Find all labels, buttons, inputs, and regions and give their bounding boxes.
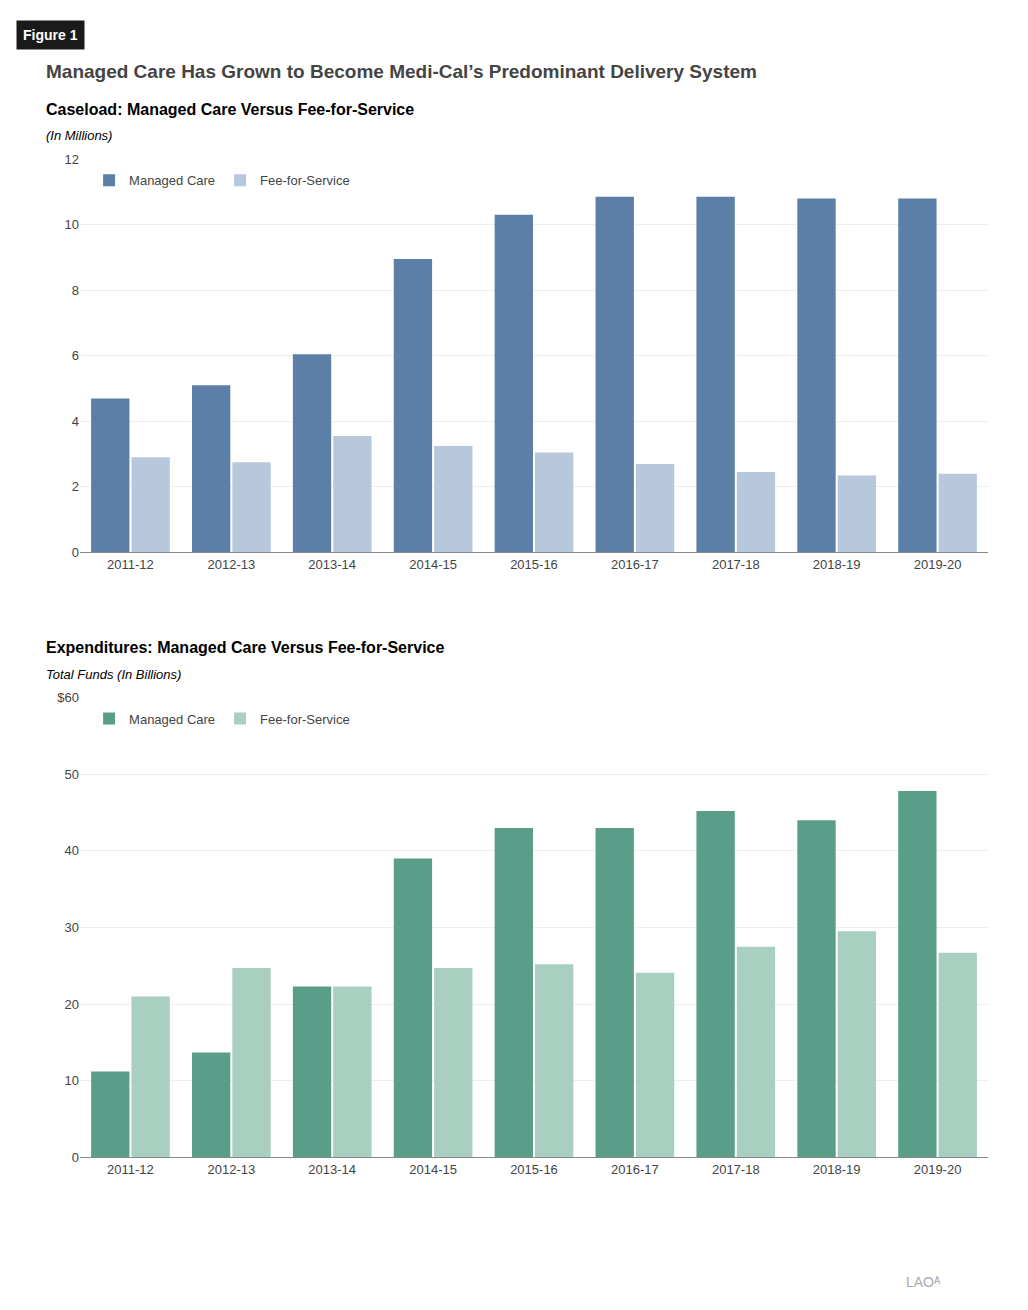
svg-text:Managed Care: Managed Care (129, 712, 215, 727)
svg-text:2017-18: 2017-18 (712, 1162, 760, 1177)
svg-text:10: 10 (65, 217, 79, 232)
svg-text:2015-16: 2015-16 (510, 557, 558, 572)
svg-text:LAOᴬ: LAOᴬ (906, 1274, 941, 1290)
svg-text:Caseload: Managed Care Versus: Caseload: Managed Care Versus Fee-for-Se… (46, 101, 414, 118)
svg-text:2016-17: 2016-17 (611, 1162, 659, 1177)
svg-text:20: 20 (65, 997, 79, 1012)
svg-text:0: 0 (72, 545, 79, 560)
svg-text:4: 4 (72, 414, 79, 429)
svg-text:30: 30 (65, 920, 79, 935)
svg-text:2018-19: 2018-19 (813, 557, 861, 572)
svg-text:Managed Care Has Grown to Beco: Managed Care Has Grown to Become Medi-Ca… (46, 61, 757, 82)
svg-text:6: 6 (72, 348, 79, 363)
svg-text:2013-14: 2013-14 (308, 1162, 356, 1177)
svg-text:Fee-for-Service: Fee-for-Service (260, 173, 350, 188)
svg-text:2012-13: 2012-13 (207, 1162, 255, 1177)
svg-text:8: 8 (72, 283, 79, 298)
svg-text:2013-14: 2013-14 (308, 557, 356, 572)
svg-text:Expenditures: Managed Care Ver: Expenditures: Managed Care Versus Fee-fo… (46, 639, 444, 656)
svg-text:0: 0 (72, 1150, 79, 1165)
svg-text:$60: $60 (57, 690, 79, 705)
svg-text:Figure 1: Figure 1 (23, 27, 78, 43)
svg-text:(In Millions): (In Millions) (46, 128, 112, 143)
svg-text:2014-15: 2014-15 (409, 1162, 457, 1177)
svg-text:10: 10 (65, 1073, 79, 1088)
svg-text:2016-17: 2016-17 (611, 557, 659, 572)
svg-text:2019-20: 2019-20 (914, 1162, 962, 1177)
svg-text:2018-19: 2018-19 (813, 1162, 861, 1177)
svg-text:40: 40 (65, 843, 79, 858)
svg-text:2014-15: 2014-15 (409, 557, 457, 572)
svg-text:2012-13: 2012-13 (207, 557, 255, 572)
svg-text:Managed Care: Managed Care (129, 173, 215, 188)
svg-text:2: 2 (72, 479, 79, 494)
svg-text:50: 50 (65, 767, 79, 782)
svg-text:2011-12: 2011-12 (107, 557, 154, 572)
svg-text:Total Funds (In Billions): Total Funds (In Billions) (46, 667, 181, 682)
svg-text:2011-12: 2011-12 (107, 1162, 154, 1177)
svg-text:2015-16: 2015-16 (510, 1162, 558, 1177)
svg-text:Fee-for-Service: Fee-for-Service (260, 712, 350, 727)
svg-text:2017-18: 2017-18 (712, 557, 760, 572)
svg-text:2019-20: 2019-20 (914, 557, 962, 572)
svg-text:12: 12 (65, 152, 79, 167)
